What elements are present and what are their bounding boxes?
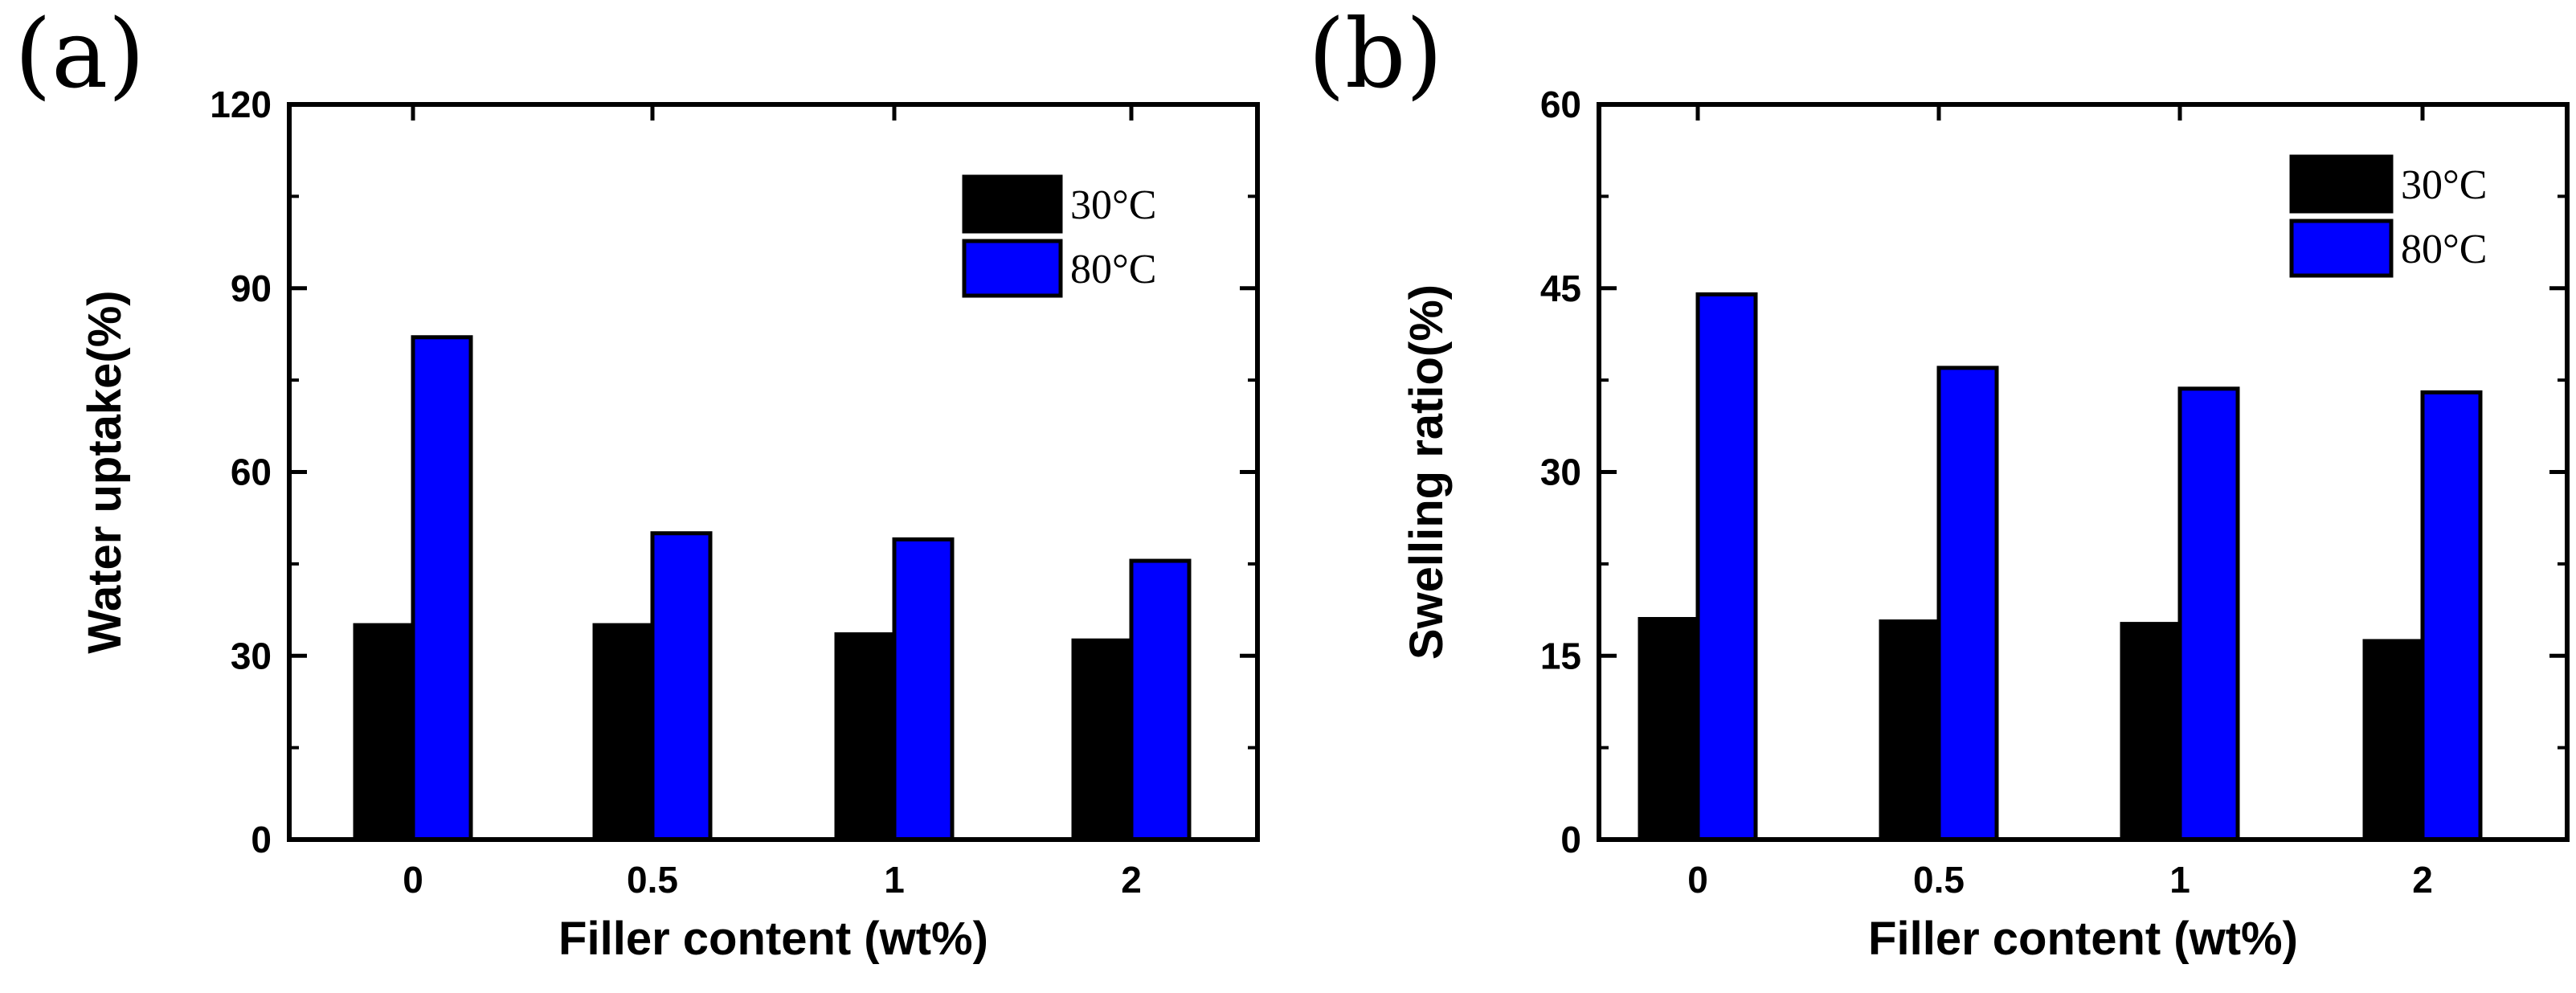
y-tick-label: 0 [1560,819,1581,860]
bar-series1-1 [1879,619,1941,842]
x-tick-label: 1 [2169,859,2190,901]
y-tick-label: 30 [231,635,272,676]
x-tick-label: 2 [1121,859,1142,901]
y-tick-label: 15 [1540,635,1581,676]
y-tick-label: 0 [251,819,272,860]
y-tick-label: 60 [231,452,272,493]
y-tick-label: 60 [1540,84,1581,125]
legend-swatch-1 [962,174,1063,234]
bar-series2-1 [1936,366,1999,842]
panel-a: (a) 0 30 60 90 120 0 0.5 1 2 Filler content (wt%) W… [14,0,1260,965]
bar-series2-2 [2177,386,2240,842]
y-tick-label: 90 [231,268,272,309]
x-tick-label: 0 [403,859,423,901]
bar-series2-1 [650,531,713,842]
y-tick-label: 30 [1540,452,1581,493]
bar-series2-2 [892,537,955,842]
legend-label-1: 30°C [2401,162,2487,208]
legend-swatch-2 [2289,219,2394,278]
bar-series1-2 [2120,622,2182,842]
bar-series2-3 [1129,558,1192,842]
legend-label-2: 80°C [1070,247,1156,292]
bar-series1-1 [592,623,655,842]
bar-series1-0 [1638,617,1700,842]
x-axis-title: Filler content (wt%) [1868,913,2298,965]
legend-swatch-1 [2289,154,2394,214]
panel-label: (b) [1308,0,1443,109]
bar-series1-2 [834,632,897,842]
y-axis-title: Water uptake(%) [79,290,131,653]
legend-swatch-2 [962,239,1063,298]
x-tick-label: 0 [1687,859,1708,901]
y-axis-title: Swelling ratio(%) [1400,284,1453,660]
x-axis-title: Filler content (wt%) [558,913,988,965]
x-tick-label: 0.5 [1913,859,1965,901]
legend-label-2: 80°C [2401,227,2487,272]
bar-series2-0 [1695,292,1758,842]
y-tick-label: 45 [1540,268,1581,309]
y-tick-label: 120 [210,84,272,125]
bar-series1-3 [2362,639,2425,842]
bar-series1-3 [1071,638,1134,842]
x-tick-label: 0.5 [627,859,678,901]
legend-label-1: 30°C [1070,182,1156,228]
panel-label: (a) [14,0,145,109]
bar-series1-0 [353,623,415,842]
x-tick-label: 2 [2412,859,2433,901]
bar-series2-3 [2420,390,2483,842]
x-tick-label: 1 [884,859,905,901]
panel-b: (b) 0 15 30 45 60 0 0.5 1 2 Filler content (wt%) Sw… [1308,0,2570,965]
bar-series2-0 [411,335,473,842]
